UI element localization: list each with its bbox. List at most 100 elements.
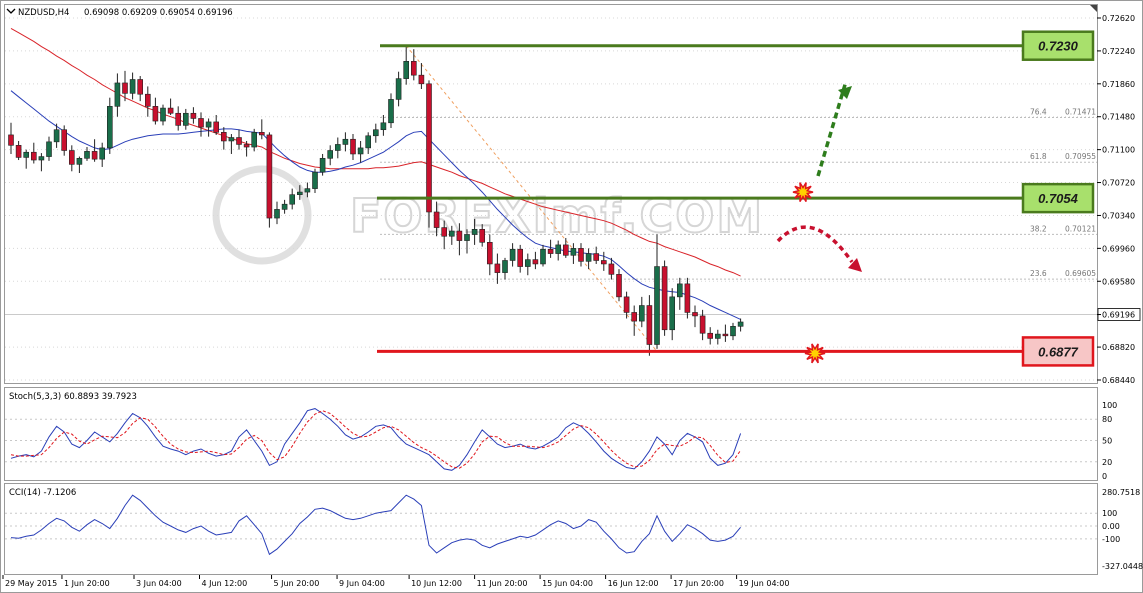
cci-tick-label: 100 [1102, 509, 1117, 518]
time-tick-label: 29 May 2015 [5, 579, 57, 588]
candle-body [228, 137, 235, 142]
fast-moving-average-line [10, 90, 741, 320]
candle-body [289, 194, 296, 205]
time-tick-label: 19 Jun 04:00 [739, 579, 790, 588]
candle-body [593, 253, 600, 261]
candle-body [190, 112, 197, 119]
candle-body [236, 137, 242, 145]
candle-body [281, 203, 288, 210]
candle-body [433, 211, 440, 228]
price-tick-label: 0.70720 [1102, 179, 1135, 188]
time-tick-label: 15 Jun 04:00 [542, 579, 593, 588]
candle-body [555, 244, 562, 254]
candle-body [221, 132, 227, 142]
candle-body [410, 61, 417, 76]
chart-header: NZDUSD,H4 0.69098 0.69209 0.69054 0.6919… [6, 8, 233, 18]
stoch-tick-label: 80 [1102, 415, 1112, 424]
candle-body [334, 144, 341, 151]
candle-body [304, 188, 311, 193]
pivot-level-label: 0.7054 [1038, 191, 1079, 206]
candle-body [137, 79, 143, 95]
candle-body [547, 248, 554, 254]
candle-body [372, 129, 379, 137]
symbol-label: NZDUSD,H4 [18, 8, 69, 18]
stoch-tick-label: 20 [1102, 458, 1112, 467]
candle-body [145, 93, 151, 107]
chevron-down-icon [6, 8, 16, 14]
bullish-arrow-line [816, 84, 847, 177]
pivot-level-box [1021, 182, 1095, 214]
candle-body [448, 230, 455, 237]
time-tick-label: 4 Jun 12:00 [202, 579, 248, 588]
price-tick-label: 0.69960 [1102, 244, 1135, 253]
candle-body [122, 82, 128, 94]
candle-body [631, 312, 638, 322]
candle-body [61, 129, 68, 151]
candle-body [502, 260, 508, 273]
candle-body [213, 121, 219, 133]
time-tick-label: 5 Jun 20:00 [274, 579, 320, 588]
stoch-title: Stoch(5,3,3) 60.8893 39.7923 [9, 392, 137, 402]
candle-body [737, 321, 744, 327]
candle-body [205, 121, 212, 128]
candle-body [388, 99, 394, 124]
fib-price-label: 0.69605 [1065, 269, 1096, 278]
time-tick-label: 10 Jun 12:00 [411, 579, 462, 588]
stoch-tick-label: 50 [1102, 437, 1112, 446]
candle-body [327, 150, 334, 159]
stoch-signal-line [10, 410, 742, 469]
candle-body [479, 229, 486, 243]
resistance-level-label: 0.7230 [1038, 39, 1079, 54]
candle-body [53, 129, 60, 143]
time-tick-label: 16 Jun 12:00 [608, 579, 659, 588]
fib-price-label: 0.71471 [1065, 108, 1096, 117]
candle-body [456, 230, 463, 241]
candle-body [107, 106, 113, 149]
candle-body [578, 248, 584, 262]
stoch-main-line [10, 408, 742, 471]
price-tick-label: 0.71100 [1102, 146, 1135, 155]
candle-body [570, 248, 577, 256]
price-tick-label: 0.68440 [1102, 376, 1135, 385]
candle-body [395, 78, 402, 100]
candle-body [76, 157, 83, 165]
candle-body [69, 150, 75, 165]
fib-price-label: 0.70955 [1065, 152, 1096, 161]
candle-body [175, 112, 181, 126]
candle-body [646, 305, 653, 345]
candle-body [471, 229, 478, 235]
candle-body [251, 132, 257, 148]
candle-body [517, 248, 524, 267]
price-tick-label: 0.71480 [1102, 113, 1135, 122]
time-tick-label: 3 Jun 04:00 [136, 579, 182, 588]
candle-body [600, 260, 607, 265]
grid-lines [5, 17, 1097, 540]
candle-body [676, 283, 683, 298]
candle-body [183, 112, 189, 126]
candle-body [84, 151, 90, 159]
candle-body [669, 296, 676, 331]
candle-body [464, 234, 470, 241]
candle-body [38, 156, 45, 161]
corner-marker [1090, 5, 1097, 12]
cci-tick-label: -327.0448 [1102, 562, 1143, 571]
price-tick-label: 0.71860 [1102, 80, 1135, 89]
candle-body [30, 151, 37, 161]
cci-tick-label: 0.00 [1102, 522, 1120, 531]
candle-body [266, 134, 273, 219]
candle-body [312, 171, 318, 189]
candle-body [167, 107, 174, 114]
candle-body [707, 332, 714, 339]
candle-body [99, 147, 105, 160]
candle-body [494, 263, 501, 273]
candle-body [418, 74, 425, 85]
time-tick-label: 9 Jun 04:00 [339, 579, 385, 588]
cci-line [10, 494, 741, 556]
candle-body [616, 274, 622, 298]
candle-body [319, 157, 326, 173]
time-tick-label: 1 Jun 20:00 [64, 579, 110, 588]
candle-body [296, 191, 303, 195]
cci-tick-label: 280.7518 [1102, 488, 1140, 497]
candle-body [654, 266, 660, 345]
annotations [776, 84, 862, 364]
